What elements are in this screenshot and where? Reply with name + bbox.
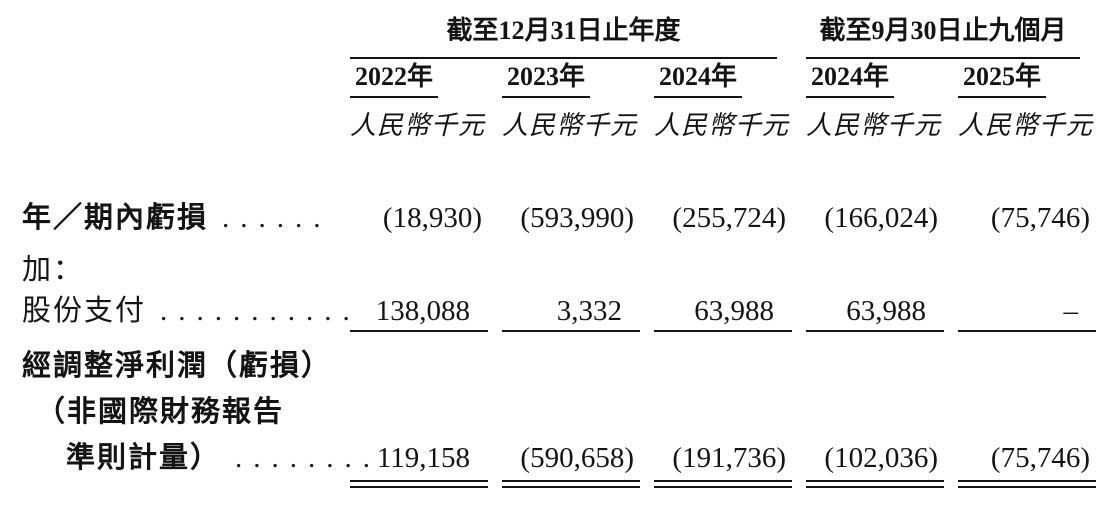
unit-label: 人民幣千元 <box>502 111 638 140</box>
value-cell: (18,930) <box>382 202 482 234</box>
leader-dots: ........... <box>160 295 361 327</box>
unit-label: 人民幣千元 <box>806 111 942 140</box>
row-label: 經調整淨利潤（虧損） <box>22 350 333 382</box>
single-rule <box>350 330 488 332</box>
row-label: （非國際財務報告 <box>36 396 285 428</box>
double-rule <box>958 480 1096 488</box>
double-rule <box>350 480 488 488</box>
table-row-adjusted-line2: （非國際財務報告 <box>22 388 1110 436</box>
value-cell: 63,988 <box>806 290 958 334</box>
double-rule <box>806 480 944 488</box>
group-header-row: 截至12月31日止年度 截至9月30日止九個月 <box>22 0 1110 59</box>
year-header: 2024年 <box>806 61 894 98</box>
table-row-loss: 年／期內虧損...... (18,930) (593,990) (255,724… <box>22 194 1110 242</box>
leader-dots: ........ <box>235 442 382 474</box>
unit-label: 人民幣千元 <box>654 111 790 140</box>
row-label: 年／期內虧損...... <box>22 202 332 234</box>
year-header: 2024年 <box>654 61 742 98</box>
row-label: 股份支付........... <box>22 295 361 327</box>
year-header-row: 2022年 2023年 2024年 2024年 2025年 <box>22 59 1110 99</box>
unit-row: 人民幣千元 人民幣千元 人民幣千元 人民幣千元 人民幣千元 <box>22 99 1110 144</box>
single-rule <box>654 330 792 332</box>
financial-table: 截至12月31日止年度 截至9月30日止九個月 2022年 2023年 2024… <box>22 0 1110 492</box>
double-rule <box>654 480 792 488</box>
year-header: 2023年 <box>502 61 590 98</box>
value-cell: (593,990) <box>520 202 634 234</box>
row-label: 加： <box>22 254 85 286</box>
single-rule <box>958 330 1096 332</box>
row-label: 準則計量）........ <box>66 442 382 474</box>
year-header: 2022年 <box>350 61 438 98</box>
leader-dots: ...... <box>222 202 332 234</box>
value-cell: (75,746) <box>958 436 1110 492</box>
group-header-nine-months: 截至9月30日止九個月 <box>806 14 1080 59</box>
value-cell: – <box>958 290 1110 334</box>
single-rule <box>806 330 944 332</box>
year-header: 2025年 <box>958 61 1046 98</box>
table-row-share-payment: 股份支付........... 138,088 3,332 63,988 63,… <box>22 290 1110 334</box>
double-rule <box>502 480 640 488</box>
value-cell: 138,088 <box>350 290 502 334</box>
value-cell: (166,024) <box>824 202 938 234</box>
value-cell: (255,724) <box>672 202 786 234</box>
unit-label: 人民幣千元 <box>350 111 486 140</box>
unit-label: 人民幣千元 <box>958 111 1094 140</box>
value-cell: (191,736) <box>654 436 806 492</box>
table-row-add: 加： <box>22 242 1110 290</box>
value-cell: (102,036) <box>806 436 958 492</box>
value-cell: 119,158 <box>350 436 502 492</box>
value-cell: (75,746) <box>990 202 1090 234</box>
single-rule <box>502 330 640 332</box>
value-cell: (590,658) <box>502 436 654 492</box>
group-header-annual: 截至12月31日止年度 <box>350 14 777 59</box>
value-cell: 63,988 <box>654 290 806 334</box>
table-row-adjusted-values: 準則計量）........ 119,158 (590,658) (191,736… <box>22 436 1110 492</box>
value-cell: 3,332 <box>502 290 654 334</box>
table-row-adjusted-line1: 經調整淨利潤（虧損） <box>22 334 1110 388</box>
